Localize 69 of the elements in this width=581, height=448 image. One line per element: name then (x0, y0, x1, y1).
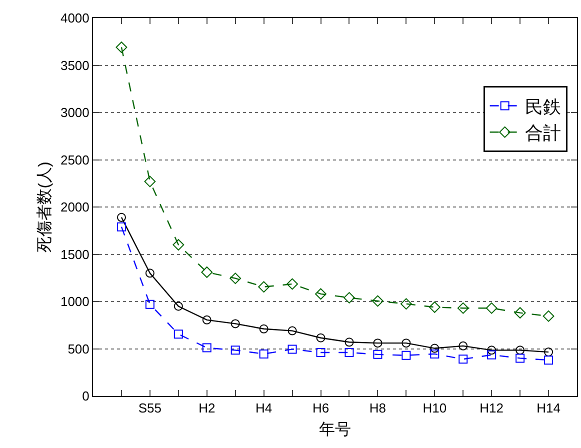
point (514, 307, 526, 319)
x-tick-label: H14 (536, 400, 560, 416)
point (230, 272, 242, 284)
y-tick-label: 0 (82, 388, 90, 404)
point (230, 319, 240, 328)
y-tick-label: 1000 (60, 294, 90, 310)
y-tick-label: 4000 (60, 10, 90, 26)
point (457, 302, 469, 314)
point (430, 349, 440, 358)
point (544, 356, 554, 365)
point (316, 348, 326, 358)
point (542, 310, 554, 322)
point (373, 338, 382, 348)
point (116, 42, 128, 53)
x-tick-label: S55 (138, 400, 162, 416)
point (373, 350, 382, 359)
point (486, 302, 498, 314)
point (288, 326, 297, 336)
y-tick-label: 500 (68, 341, 90, 356)
legend-label: 合計 (524, 123, 561, 144)
point (144, 176, 156, 188)
x-tick-label: H4 (256, 400, 272, 416)
point (372, 295, 384, 307)
point (516, 354, 525, 363)
point (402, 350, 411, 360)
point (201, 266, 213, 278)
point (258, 281, 270, 293)
point (145, 300, 154, 309)
point (458, 341, 468, 350)
point (344, 338, 354, 347)
x-tick-label: H10 (422, 400, 447, 416)
point (400, 298, 412, 310)
y-tick-label: 2000 (60, 200, 90, 215)
point (344, 292, 355, 304)
point (316, 333, 326, 342)
point (116, 222, 126, 232)
y-tick-label: 3500 (60, 58, 90, 73)
point (315, 288, 326, 300)
x-tick-label: H8 (369, 400, 386, 416)
point (202, 343, 212, 352)
point (174, 330, 183, 339)
x-tick-label: H6 (312, 400, 330, 416)
x-tick-label: H2 (198, 400, 216, 416)
point (288, 344, 297, 354)
point (487, 350, 496, 360)
point (259, 349, 268, 358)
point (230, 346, 240, 355)
point (116, 212, 126, 222)
legend-label: 民鉄 (524, 96, 561, 117)
point (428, 301, 440, 313)
point (145, 268, 154, 278)
point (286, 278, 298, 290)
point (544, 348, 554, 357)
point (458, 354, 468, 364)
point (174, 302, 183, 311)
y-axis-title: 死傷者数(人) (35, 162, 54, 252)
point (259, 324, 268, 334)
point (172, 239, 184, 250)
point (487, 346, 496, 355)
y-tick-label: 3000 (60, 105, 90, 120)
point (430, 344, 440, 353)
x-tick-label: H12 (480, 400, 504, 416)
point (202, 315, 212, 324)
point (516, 346, 525, 355)
y-tick-label: 1500 (60, 246, 90, 262)
y-tick-label: 2500 (60, 152, 90, 168)
x-axis-title: 年号 (319, 421, 351, 438)
point (344, 348, 354, 358)
point (402, 338, 411, 348)
